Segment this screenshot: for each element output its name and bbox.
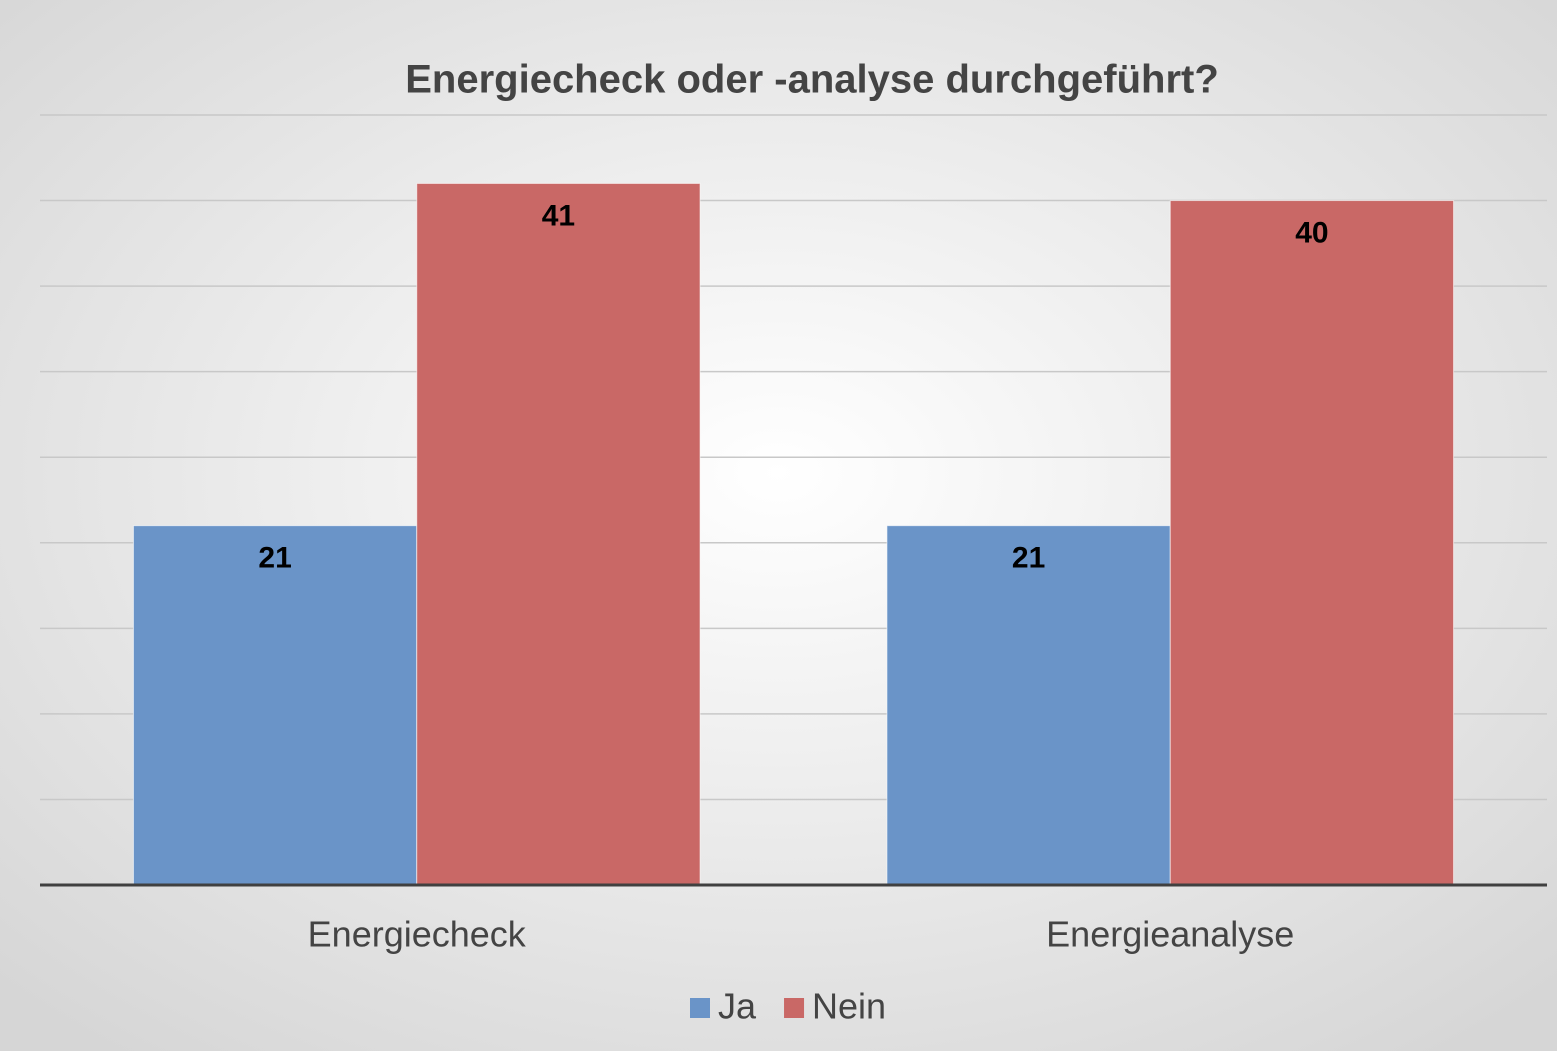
data-label: 41 — [542, 199, 575, 232]
x-tick-label: Energiecheck — [308, 914, 527, 955]
bar — [132, 525, 418, 886]
legend-swatch — [784, 998, 805, 1018]
data-label: 21 — [258, 542, 291, 575]
legend-label: Nein — [812, 986, 886, 1027]
data-label: 21 — [1012, 542, 1045, 575]
bar — [886, 525, 1171, 886]
bar — [1169, 200, 1455, 886]
legend-swatch — [690, 998, 710, 1018]
legend-label: Ja — [718, 986, 757, 1027]
bar — [416, 182, 701, 886]
data-label: 40 — [1295, 216, 1328, 249]
chart-title: Energiecheck oder -analyse durchgeführt? — [405, 58, 1219, 102]
x-tick-label: Energieanalyse — [1046, 914, 1294, 955]
